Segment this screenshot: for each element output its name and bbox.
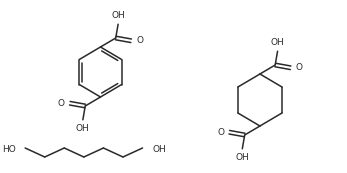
Text: OH: OH	[235, 153, 249, 162]
Text: OH: OH	[76, 124, 90, 133]
Text: O: O	[296, 63, 303, 72]
Text: OH: OH	[111, 11, 125, 20]
Text: OH: OH	[152, 144, 166, 153]
Text: OH: OH	[271, 38, 285, 47]
Text: O: O	[58, 99, 65, 108]
Text: O: O	[136, 36, 143, 45]
Text: HO: HO	[2, 144, 15, 153]
Text: O: O	[217, 128, 225, 137]
